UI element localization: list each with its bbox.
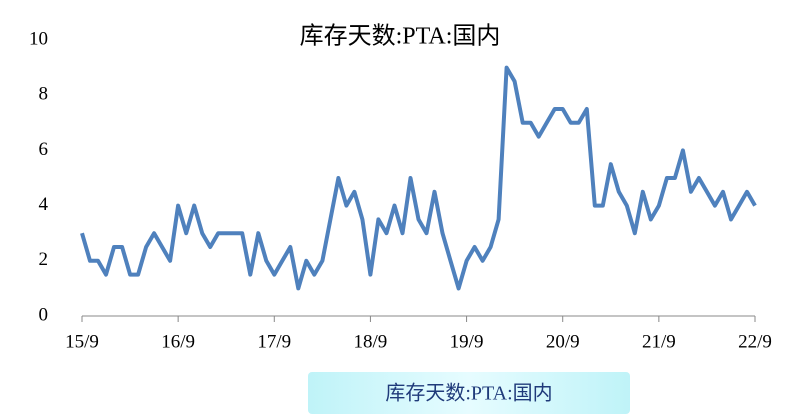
y-tick-label: 4	[39, 194, 49, 215]
y-tick-label: 2	[39, 249, 49, 270]
y-tick-label: 6	[39, 139, 49, 160]
x-tick-label: 20/9	[546, 331, 580, 352]
legend-entry: 库存天数:PTA:国内	[385, 382, 552, 405]
chart-title: 库存天数:PTA:国内	[300, 23, 501, 50]
x-tick-label: 21/9	[642, 331, 676, 352]
legend-box	[308, 372, 630, 414]
x-tick-label: 15/9	[65, 331, 99, 352]
x-tick-label: 18/9	[354, 331, 388, 352]
x-tick-label: 16/9	[161, 331, 195, 352]
y-tick-label: 0	[39, 304, 49, 325]
series-line	[80, 65, 757, 291]
y-tick-label: 10	[29, 28, 48, 49]
x-tick-label: 17/9	[257, 331, 291, 352]
x-tick-label: 22/9	[738, 331, 772, 352]
x-tick-label: 19/9	[450, 331, 484, 352]
y-tick-label: 8	[39, 84, 49, 105]
